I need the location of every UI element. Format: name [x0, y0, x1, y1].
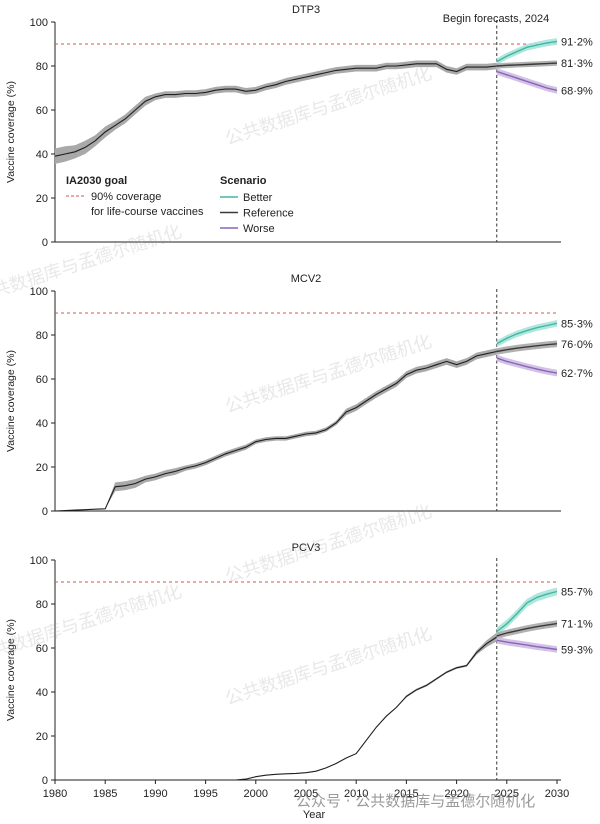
panel-1-history-line [54, 63, 497, 157]
legend-goal-title: IA2030 goal [66, 175, 127, 187]
panel-3-y-axis-label: Vaccine coverage (%) [5, 619, 17, 721]
panel-3-y-tick-label: 40 [36, 687, 48, 699]
panel-3-better-band [496, 587, 557, 636]
panel-3-reference-line [496, 622, 558, 637]
panel-2-y-tick-label: 20 [36, 462, 48, 474]
panel-1-reference-end-label: 81·3% [561, 58, 593, 70]
panel-3-x-tick-label: 1985 [93, 788, 117, 800]
panel-1-y-tick-label: 100 [30, 17, 48, 29]
panel-2-history-line [54, 350, 497, 512]
panel-3-reference-end-label: 71·1% [561, 619, 593, 631]
panel-1-y-tick-label: 20 [36, 193, 48, 205]
panel-1-y-tick-label: 80 [36, 61, 48, 73]
panel-2-worse-band [496, 354, 557, 377]
panel-3-y-tick-label: 100 [30, 555, 48, 567]
panel-1-y-tick-label: 60 [36, 105, 48, 117]
panel-2-reference-line [496, 343, 558, 353]
panel-1-better-band [496, 38, 557, 65]
legend-label-reference: Reference [243, 208, 294, 220]
legend-label-better: Better [243, 192, 273, 204]
panel-3-x-tick-label: 2005 [294, 788, 318, 800]
panel-3-x-tick-label: 1990 [143, 788, 167, 800]
panel-3-history-band [55, 632, 497, 780]
panel-3-x-tick-label: 2025 [495, 788, 519, 800]
panel-1-forecast-label: Begin forecasts, 2024 [443, 13, 549, 25]
panel-3-x-tick-label: 1980 [43, 788, 67, 800]
panel-1-reference-line [496, 62, 558, 67]
panel-3-x-tick-label: 2030 [545, 788, 569, 800]
panel-1-y-tick-label: 40 [36, 149, 48, 161]
panel-1-better-end-label: 91·2% [561, 36, 593, 48]
panel-2-better-line [496, 322, 558, 345]
panel-2-title: MCV2 [291, 273, 322, 285]
legend-label-worse: Worse [243, 223, 275, 235]
panel-1-better-line [496, 40, 558, 63]
panel-2-reference-band [496, 340, 557, 355]
panel-3-x-tick-label: 2010 [344, 788, 368, 800]
panel-1-history-band [55, 60, 497, 164]
panel-3-reference-band [496, 620, 557, 640]
panel-3-x-axis-label: Year [303, 809, 326, 821]
panel-3-y-tick-label: 20 [36, 731, 48, 743]
panel-1-y-tick-label: 0 [42, 237, 48, 249]
panel-2-y-tick-label: 40 [36, 418, 48, 430]
panel-2-y-axis-label: Vaccine coverage (%) [5, 350, 17, 452]
panel-2-y-tick-label: 100 [30, 286, 48, 298]
panel-3-better-line [496, 590, 558, 633]
legend-scenario-title: Scenario [220, 175, 267, 187]
panel-3-history-line [55, 636, 498, 781]
panel-3-worse-end-label: 59·3% [561, 645, 593, 657]
panel-2-reference-end-label: 76·0% [561, 339, 593, 351]
panel-2-y-tick-label: 0 [42, 506, 48, 518]
watermark-footer: 公众号 · 公共数据库与孟德尔随机化 [296, 792, 536, 810]
panel-2-worse-end-label: 62·7% [561, 368, 593, 380]
legend-goal-label-line-2: for life-course vaccines [91, 206, 204, 218]
panel-3-x-tick-label: 1995 [193, 788, 217, 800]
panel-1-worse-end-label: 68·9% [561, 85, 593, 97]
legend-goal-label-line-1: 90% coverage [91, 191, 161, 203]
panel-1-title: DTP3 [292, 4, 320, 16]
panel-3-title: PCV3 [292, 542, 321, 554]
panel-3-better-end-label: 85·7% [561, 586, 593, 598]
panel-3-y-tick-label: 80 [36, 599, 48, 611]
panel-2-y-tick-label: 80 [36, 330, 48, 342]
panel-1-y-axis-label: Vaccine coverage (%) [5, 81, 17, 183]
panel-3-x-tick-label: 2015 [394, 788, 418, 800]
panel-1-worse-line [496, 70, 558, 92]
panel-3-y-tick-label: 60 [36, 643, 48, 655]
panel-3-x-tick-label: 2020 [444, 788, 468, 800]
panel-3-worse-line [496, 639, 558, 651]
panel-3-y-tick-label: 0 [42, 775, 48, 787]
panel-2-y-tick-label: 60 [36, 374, 48, 386]
panel-2-better-end-label: 85·3% [561, 318, 593, 330]
panel-2-worse-line [496, 357, 558, 374]
panel-3-x-tick-label: 2000 [244, 788, 268, 800]
